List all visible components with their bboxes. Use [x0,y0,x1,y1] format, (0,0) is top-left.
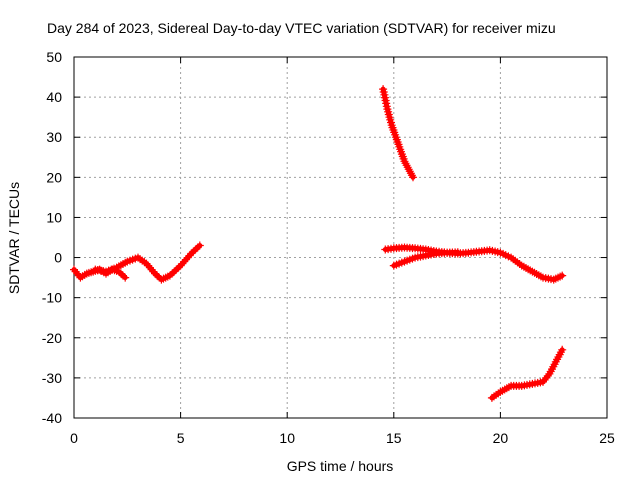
series-track-low [389,248,462,270]
data-point [145,263,154,272]
x-tick-label: 5 [177,430,185,446]
data-point [409,173,417,182]
y-tick-label: 40 [46,89,62,105]
data-point [543,371,552,380]
y-tick-label: 30 [46,129,62,145]
series-track-mid [381,243,567,284]
y-tick-label: -20 [42,330,62,346]
data-point [558,271,567,280]
data-point [183,253,192,262]
x-tick-label: 10 [279,430,295,446]
series-line [380,86,416,180]
series-track-descending [379,85,417,182]
y-tick-label: 20 [46,169,62,185]
data-point [147,265,156,274]
data-point [121,273,130,282]
data-point [180,257,189,266]
data-point [195,241,204,250]
y-tick-label: -30 [42,370,62,386]
y-tick-label: -10 [42,290,62,306]
data-point [142,259,151,268]
data-point [558,345,567,354]
axis-ticks: 0 5 10 15 20 25 -40 -30 -20 -10 0 10 20 30 40 50 [42,49,615,446]
data-series [70,85,567,402]
y-tick-label: -40 [42,410,62,426]
y-tick-label: 10 [46,209,62,225]
data-point [74,271,83,280]
data-point [144,261,153,270]
data-point [453,248,462,257]
data-point [407,171,416,180]
x-tick-label: 25 [599,430,615,446]
data-point [178,259,187,268]
plot-frame [73,56,608,419]
data-point [176,261,185,270]
grid [74,57,607,418]
data-point [181,255,190,264]
y-tick-label: 0 [54,250,62,266]
data-point [149,267,158,276]
y-axis-label: SDTVAR / TECUs [6,182,22,294]
x-tick-label: 20 [493,430,509,446]
x-tick-label: 15 [386,430,402,446]
chart-title: Day 284 of 2023, Sidereal Day-to-day VTE… [47,20,556,36]
x-tick-label: 0 [70,430,78,446]
x-axis-label: GPS time / hours [287,458,394,474]
series-track-rising [487,345,567,402]
y-tick-label: 50 [46,49,62,65]
series-track-early-2 [91,241,204,284]
